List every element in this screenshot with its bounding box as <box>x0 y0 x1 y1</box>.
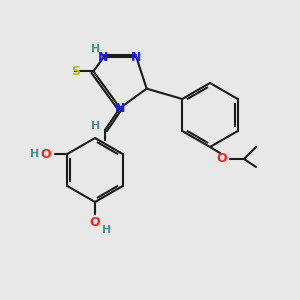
Text: H: H <box>102 225 112 235</box>
Text: H: H <box>30 149 39 159</box>
Text: O: O <box>217 152 227 166</box>
Text: H: H <box>91 44 100 54</box>
Text: N: N <box>131 51 142 64</box>
Text: S: S <box>71 65 80 78</box>
Text: N: N <box>115 101 125 115</box>
Text: N: N <box>98 51 109 64</box>
Text: O: O <box>40 148 51 160</box>
Text: H: H <box>92 121 100 131</box>
Text: O: O <box>90 215 100 229</box>
